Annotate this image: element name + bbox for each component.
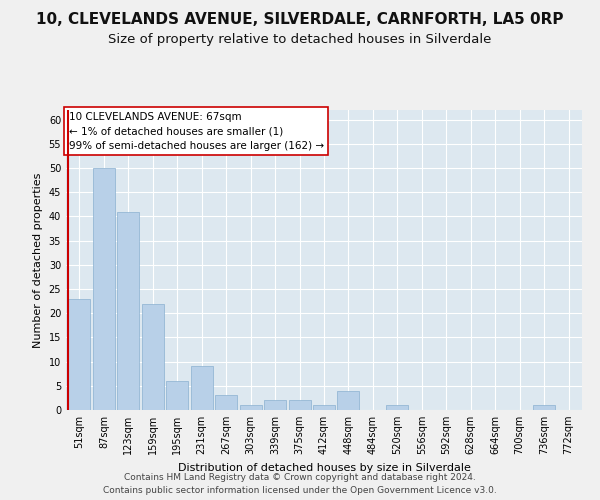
Bar (118, 212, 139, 410)
Bar (239, 405, 262, 410)
Text: 10 CLEVELANDS AVENUE: 67sqm
← 1% of detached houses are smaller (1)
99% of semi-: 10 CLEVELANDS AVENUE: 67sqm ← 1% of deta… (68, 112, 324, 151)
Text: 10, CLEVELANDS AVENUE, SILVERDALE, CARNFORTH, LA5 0RP: 10, CLEVELANDS AVENUE, SILVERDALE, CARNF… (36, 12, 564, 28)
Bar (533, 405, 555, 410)
Text: Size of property relative to detached houses in Silverdale: Size of property relative to detached ho… (109, 32, 491, 46)
Bar (337, 390, 359, 410)
Bar (142, 304, 164, 410)
Bar (289, 400, 311, 410)
Bar (68, 298, 91, 410)
X-axis label: Distribution of detached houses by size in Silverdale: Distribution of detached houses by size … (178, 462, 470, 472)
Bar (313, 405, 335, 410)
Y-axis label: Number of detached properties: Number of detached properties (33, 172, 43, 348)
Bar (264, 400, 286, 410)
Bar (215, 396, 237, 410)
Bar (166, 381, 188, 410)
Bar (386, 405, 409, 410)
Bar (191, 366, 213, 410)
Bar (93, 168, 115, 410)
Text: Contains HM Land Registry data © Crown copyright and database right 2024.
Contai: Contains HM Land Registry data © Crown c… (103, 474, 497, 495)
